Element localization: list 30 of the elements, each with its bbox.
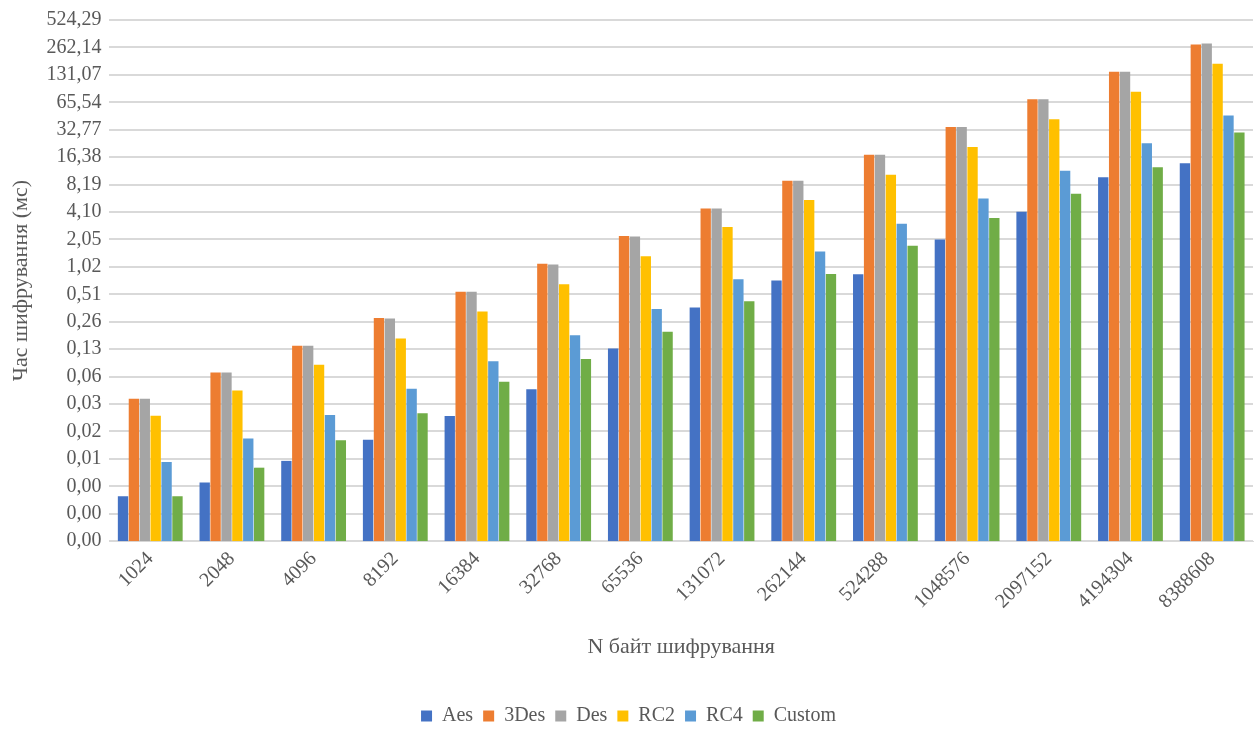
x-axis-title: N байт шифрування (587, 632, 775, 658)
legend-label: RC4 (706, 703, 743, 726)
x-tick-label: 4096 (276, 546, 321, 591)
y-tick-label: 0,03 (66, 391, 102, 414)
legend-label: Aes (442, 703, 474, 726)
y-tick-label: 1,02 (66, 254, 102, 277)
y-tick-label: 0,13 (66, 336, 102, 359)
legend-label: 3Des (504, 703, 546, 726)
y-tick-label: 0,01 (66, 446, 102, 469)
legend-label: RC2 (638, 703, 676, 726)
y-tick-label: 131,07 (46, 62, 102, 85)
legend-label: Des (576, 703, 608, 726)
y-tick-label: 32,77 (56, 116, 102, 139)
y-tick-label: 2,05 (66, 226, 102, 249)
y-axis-title: Час шифрування (мс) (6, 179, 32, 382)
y-tick-label: 0,00 (66, 473, 102, 496)
y-tick-label: 4,10 (66, 199, 102, 222)
y-tick-label: 0,00 (66, 528, 102, 551)
y-tick-label: 16,38 (56, 144, 102, 167)
y-tick-label: 0,00 (66, 500, 102, 523)
y-tick-label: 524,29 (46, 7, 102, 30)
x-tick-label: 8192 (358, 546, 402, 591)
y-tick-label: 0,51 (66, 281, 102, 304)
y-tick-label: 0,02 (66, 418, 102, 441)
legend-label: Custom (773, 703, 837, 726)
y-tick-label: 0,26 (66, 308, 102, 331)
y-tick-label: 65,54 (56, 89, 102, 112)
y-tick-label: 8,19 (66, 171, 102, 194)
y-tick-label: 262,14 (46, 34, 102, 57)
y-tick-label: 0,06 (66, 363, 102, 386)
